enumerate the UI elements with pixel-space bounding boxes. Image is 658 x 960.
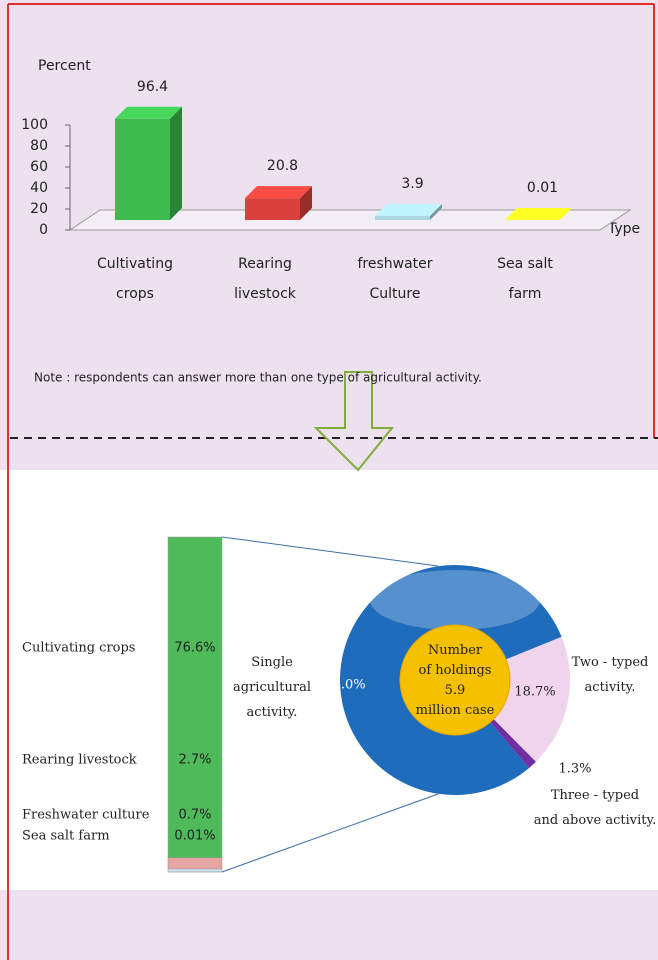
bar-side [300,186,312,220]
bar-top [375,203,442,216]
bar [375,215,430,220]
x-tick-label: Rearing livestock [234,256,297,302]
legend-label: Three - typed and above activity. [534,788,657,828]
bar-top [505,207,572,220]
value-label: 1.3% [558,762,591,777]
legend-label-line: Three - typed [551,788,639,803]
legend-label-line: Two - typed [572,655,649,670]
legend-label: Single agricultural activity. [233,655,311,720]
category-label: Rearing livestock [22,753,137,768]
legend-label-line: agricultural [233,680,311,695]
y-tick-label: 100 [21,117,48,133]
value-label: 18.7% [514,685,555,700]
center-text-line: million case [416,703,495,718]
floor [68,209,632,231]
x-tick-label: freshwater Culture [357,256,432,302]
category-label: Sea salt farm [22,829,110,844]
legend-label-line: activity. [247,705,298,720]
donut-slice [340,564,562,795]
note: Note : respondents can answer more than … [34,371,482,385]
y-tick-label: 40 [30,180,48,196]
y-tick-label: 20 [30,201,48,217]
donut-highlight [370,570,540,630]
x-tick-label-line: farm [509,286,542,302]
zoom-line [221,536,439,567]
legend-label-line: and above activity. [534,813,657,828]
value-label: 0.7% [178,808,211,823]
bar-segment [167,536,223,858]
legend-label: Two - typed activity. [572,655,649,695]
bar-segment [167,857,223,870]
bar-side [170,106,182,220]
y-tick-label: 0 [39,222,48,238]
value-label: 96.4 [137,79,168,95]
x-tick-label-line: Culture [370,286,421,302]
value-label: 2.7% [178,753,211,768]
bar [245,198,300,220]
legend-label-line: activity. [585,680,636,695]
legend-label-line: Single [251,655,293,670]
center-text-line: Number [428,643,483,658]
x-tick-label: Cultivating crops [97,256,173,302]
donut-slice [493,636,570,762]
x-tick-label-line: crops [116,286,154,302]
bar-segment [167,868,223,873]
bar-side [430,203,442,220]
bar-side [560,207,572,220]
x-tick-label-line: livestock [234,286,297,302]
top-panel [0,0,658,470]
value-label: 0.01 [527,180,558,196]
bar-top [245,186,312,199]
x-axis-label: Type [607,221,640,237]
value-label: 76.6% [174,641,215,656]
center-text: Number of holdings 5.9 million case [416,643,495,718]
center-text-line: of holdings [419,663,492,678]
y-axis-label: Percent [38,58,91,74]
x-tick-label-line: Rearing [238,256,292,272]
x-tick-label-line: freshwater [357,256,432,272]
bar-top [115,106,182,119]
donut-slice [490,719,536,769]
value-label: 3.9 [401,176,423,192]
x-tick-label: Sea salt farm [497,256,553,302]
center-text-line: 5.9 [445,683,466,698]
x-tick-label-line: Sea salt [497,256,553,272]
zoom-line [221,793,439,873]
bottom-panel [0,890,658,960]
category-label: Cultivating crops [22,641,135,656]
value-label: 20.8 [267,158,298,174]
y-tick-label: 60 [30,159,48,175]
y-tick-label: 80 [30,138,48,154]
donut-center [399,624,511,736]
value-label: 0.01% [174,829,215,844]
down-arrow [313,371,395,472]
x-tick-label-line: Cultivating [97,256,173,272]
category-label: Freshwater culture [22,808,150,823]
value-label: 80.0% [324,678,365,693]
bar [115,118,170,220]
